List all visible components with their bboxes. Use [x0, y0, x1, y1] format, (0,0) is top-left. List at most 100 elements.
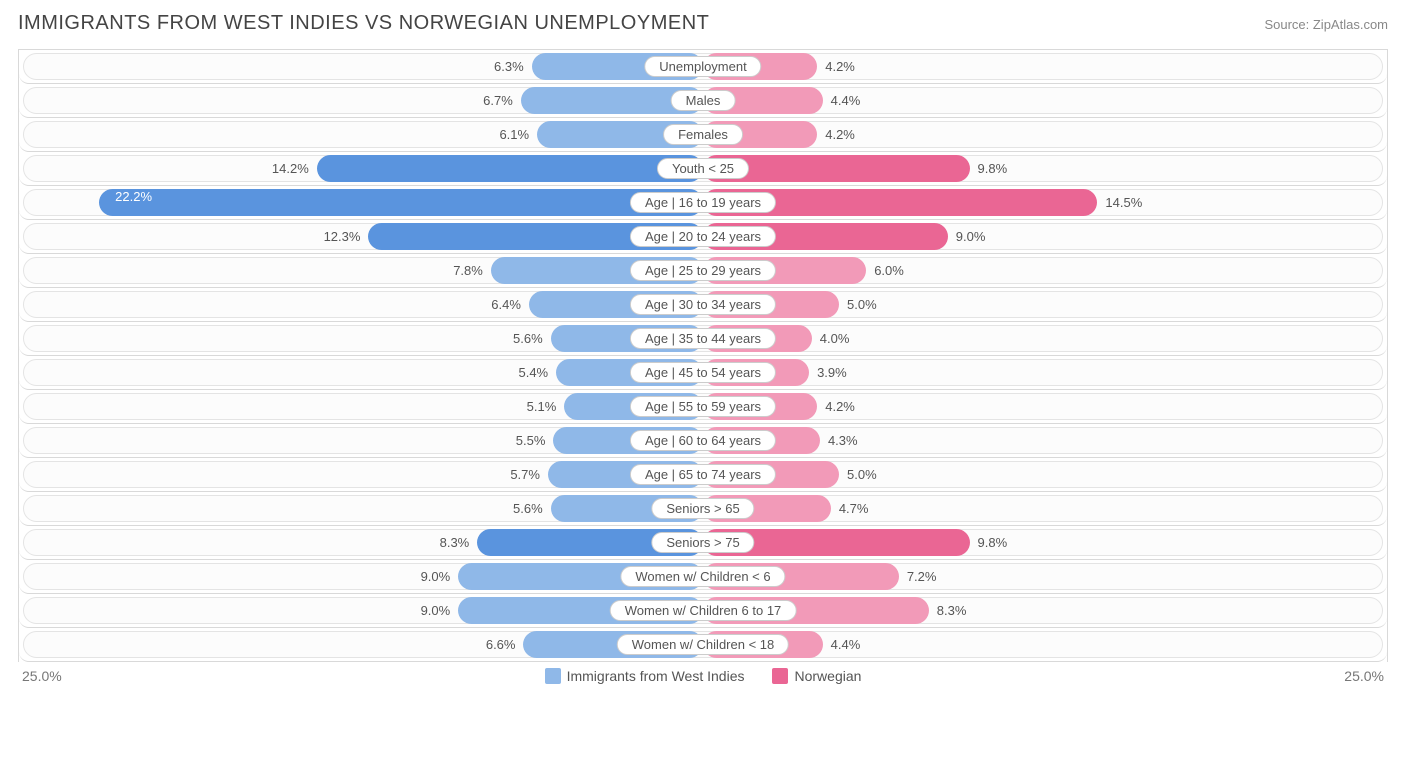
- value-right: 3.9%: [809, 365, 855, 380]
- value-right: 4.0%: [812, 331, 858, 346]
- value-left: 5.4%: [510, 365, 556, 380]
- category-label: Age | 16 to 19 years: [630, 192, 776, 213]
- row-left-half: 7.8%: [23, 257, 703, 284]
- row-right-half: 4.4%: [703, 631, 1383, 658]
- legend-swatch-right: [772, 668, 788, 684]
- category-label: Youth < 25: [657, 158, 749, 179]
- chart-row: 5.1%4.2%Age | 55 to 59 years: [19, 390, 1387, 424]
- row-left-half: 12.3%: [23, 223, 703, 250]
- chart-source: Source: ZipAtlas.com: [1264, 17, 1388, 32]
- legend-label-right: Norwegian: [794, 668, 861, 684]
- axis-right-max: 25.0%: [1344, 668, 1384, 684]
- chart-row: 5.4%3.9%Age | 45 to 54 years: [19, 356, 1387, 390]
- category-label: Males: [671, 90, 736, 111]
- bar-left: 22.2%: [99, 189, 703, 216]
- row-left-half: 6.4%: [23, 291, 703, 318]
- row-right-half: 4.3%: [703, 427, 1383, 454]
- category-label: Seniors > 75: [651, 532, 754, 553]
- category-label: Seniors > 65: [651, 498, 754, 519]
- value-left: 6.6%: [478, 637, 524, 652]
- chart-row: 6.1%4.2%Females: [19, 118, 1387, 152]
- value-left: 6.7%: [475, 93, 521, 108]
- chart-body: 6.3% 4.2% Unemployment 6.7% 4.4% Males 6.1%4.2…: [18, 49, 1388, 662]
- row-left-half: 5.5%: [23, 427, 703, 454]
- value-left: 22.2%: [107, 189, 160, 204]
- value-right: 4.2%: [817, 59, 863, 74]
- chart-title: IMMIGRANTS FROM WEST INDIES VS NORWEGIAN…: [18, 12, 709, 35]
- value-right: 9.8%: [970, 161, 1016, 176]
- legend-item-left: Immigrants from West Indies: [545, 668, 745, 684]
- chart-row: 5.7% 5.0% Age | 65 to 74 years: [19, 458, 1387, 492]
- row-left-half: 6.7%: [23, 87, 703, 114]
- value-right: 6.0%: [866, 263, 912, 278]
- row-right-half: 7.2%: [703, 563, 1383, 590]
- category-label: Women w/ Children < 18: [617, 634, 789, 655]
- category-label: Age | 25 to 29 years: [630, 260, 776, 281]
- value-right: 9.0%: [948, 229, 994, 244]
- row-left-half: 5.6%: [23, 495, 703, 522]
- row-right-half: 6.0%: [703, 257, 1383, 284]
- chart-footer: 25.0% Immigrants from West Indies Norweg…: [18, 668, 1388, 684]
- value-right: 4.7%: [831, 501, 877, 516]
- value-right: 14.5%: [1097, 195, 1150, 210]
- legend: Immigrants from West Indies Norwegian: [545, 668, 862, 684]
- value-left: 12.3%: [316, 229, 369, 244]
- value-left: 14.2%: [264, 161, 317, 176]
- chart-row: 6.3% 4.2% Unemployment: [19, 50, 1387, 84]
- chart-row: 6.7% 4.4% Males: [19, 84, 1387, 118]
- legend-item-right: Norwegian: [772, 668, 861, 684]
- chart-row: 5.6% 4.7% Seniors > 65: [19, 492, 1387, 526]
- value-right: 4.2%: [817, 399, 863, 414]
- category-label: Women w/ Children 6 to 17: [610, 600, 797, 621]
- value-right: 4.4%: [823, 637, 869, 652]
- row-right-half: 4.7%: [703, 495, 1383, 522]
- row-right-half: 14.5%: [703, 189, 1383, 216]
- value-right: 5.0%: [839, 297, 885, 312]
- value-right: 5.0%: [839, 467, 885, 482]
- category-label: Age | 20 to 24 years: [630, 226, 776, 247]
- chart-row: 22.2% 14.5% Age | 16 to 19 years: [19, 186, 1387, 220]
- chart-header: IMMIGRANTS FROM WEST INDIES VS NORWEGIAN…: [18, 12, 1388, 35]
- row-right-half: 5.0%: [703, 291, 1383, 318]
- row-right-half: 9.8%: [703, 529, 1383, 556]
- value-left: 6.3%: [486, 59, 532, 74]
- value-right: 9.8%: [970, 535, 1016, 550]
- value-right: 8.3%: [929, 603, 975, 618]
- row-left-half: 14.2%: [23, 155, 703, 182]
- chart-row: 6.6% 4.4% Women w/ Children < 18: [19, 628, 1387, 662]
- category-label: Age | 30 to 34 years: [630, 294, 776, 315]
- row-left-half: 5.7%: [23, 461, 703, 488]
- row-right-half: 8.3%: [703, 597, 1383, 624]
- row-right-half: 4.0%: [703, 325, 1383, 352]
- legend-label-left: Immigrants from West Indies: [567, 668, 745, 684]
- category-label: Age | 65 to 74 years: [630, 464, 776, 485]
- chart-row: 6.4% 5.0% Age | 30 to 34 years: [19, 288, 1387, 322]
- chart-row: 14.2% 9.8% Youth < 25: [19, 152, 1387, 186]
- category-label: Females: [663, 124, 743, 145]
- row-right-half: 9.8%: [703, 155, 1383, 182]
- value-left: 7.8%: [445, 263, 491, 278]
- category-label: Age | 60 to 64 years: [630, 430, 776, 451]
- bar-left: [317, 155, 703, 182]
- row-right-half: 3.9%: [703, 359, 1383, 386]
- value-right: 4.3%: [820, 433, 866, 448]
- value-left: 5.1%: [519, 399, 565, 414]
- category-label: Women w/ Children < 6: [620, 566, 785, 587]
- chart-row: 12.3% 9.0% Age | 20 to 24 years: [19, 220, 1387, 254]
- value-left: 5.5%: [508, 433, 554, 448]
- value-left: 8.3%: [432, 535, 478, 550]
- row-right-half: 4.2%: [703, 121, 1383, 148]
- chart-row: 7.8% 6.0% Age | 25 to 29 years: [19, 254, 1387, 288]
- value-left: 5.6%: [505, 501, 551, 516]
- row-right-half: 4.4%: [703, 87, 1383, 114]
- chart-row: 9.0%7.2%Women w/ Children < 6: [19, 560, 1387, 594]
- row-left-half: 6.3%: [23, 53, 703, 80]
- row-right-half: 9.0%: [703, 223, 1383, 250]
- legend-swatch-left: [545, 668, 561, 684]
- row-left-half: 9.0%: [23, 597, 703, 624]
- row-left-half: 9.0%: [23, 563, 703, 590]
- category-label: Unemployment: [644, 56, 761, 77]
- value-right: 4.4%: [823, 93, 869, 108]
- row-right-half: 5.0%: [703, 461, 1383, 488]
- chart-row: 5.6%4.0%Age | 35 to 44 years: [19, 322, 1387, 356]
